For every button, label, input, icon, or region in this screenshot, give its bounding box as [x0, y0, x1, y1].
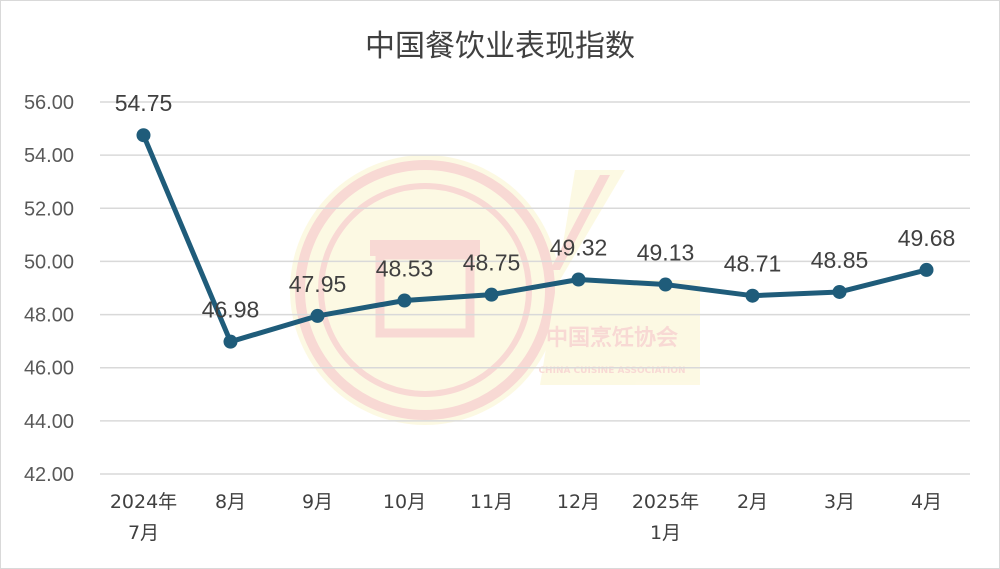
x-tick-label: 2025年 1月	[632, 491, 699, 544]
x-tick-label: 9月	[302, 491, 333, 513]
y-tick-label: 48.00	[24, 305, 74, 327]
x-tick-label: 3月	[824, 491, 855, 513]
x-tick-label: 10月	[383, 491, 426, 513]
y-tick-label: 46.00	[24, 358, 74, 380]
y-tick-label: 42.00	[24, 464, 74, 486]
x-tick-label: 8月	[215, 491, 246, 513]
gridlines	[100, 101, 970, 475]
data-label: 48.85	[811, 247, 869, 273]
data-point	[571, 272, 586, 287]
x-tick-label: 2024年 7月	[110, 491, 177, 544]
x-tick-label: 2月	[737, 491, 768, 513]
data-label: 48.71	[724, 251, 782, 277]
data-labels: 54.75 46.98 47.95 48.53 48.75 49.32 49.13 48.71…	[115, 90, 956, 322]
data-point	[919, 262, 934, 277]
watermark-cn-text: 中国烹饪协会	[546, 325, 678, 351]
y-tick-label: 56.00	[24, 92, 74, 114]
chart-title: 中国餐饮业表现指数	[365, 29, 635, 64]
data-label: 46.98	[202, 297, 260, 323]
data-label: 49.13	[637, 240, 695, 266]
data-label: 49.68	[898, 225, 956, 251]
data-label: 54.75	[115, 90, 173, 116]
data-point	[658, 277, 673, 292]
data-point	[484, 287, 499, 302]
data-point	[136, 128, 151, 143]
y-axis: 42.00 44.00 46.00 48.00 50.00 52.00 54.00 56.00	[24, 92, 74, 486]
series-line	[136, 128, 934, 349]
y-tick-label: 50.00	[24, 251, 74, 273]
y-tick-label: 52.00	[24, 198, 74, 220]
watermark-en-text: CHINA CUISINE ASSOCIATION	[538, 366, 685, 376]
data-point	[223, 334, 238, 349]
data-label: 47.95	[289, 271, 347, 297]
y-tick-label: 54.00	[24, 145, 74, 167]
data-point	[397, 293, 412, 308]
x-axis: 2024年 7月 8月 9月 10月 11月 12月 2025年 1月 2月 3月 4月	[110, 491, 942, 544]
data-label: 48.75	[463, 250, 521, 276]
watermark-logo: 中国烹饪协会 CHINA CUISINE ASSOCIATION	[290, 155, 700, 425]
x-tick-label: 4月	[911, 491, 942, 513]
x-tick-label: 12月	[557, 491, 600, 513]
y-tick-label: 44.00	[24, 411, 74, 433]
data-point	[745, 288, 760, 303]
data-label: 49.32	[550, 234, 608, 260]
data-point	[832, 284, 847, 299]
data-label: 48.53	[376, 255, 434, 281]
x-tick-label: 11月	[470, 491, 513, 513]
series-line-path	[141, 132, 929, 345]
data-point	[310, 308, 325, 323]
